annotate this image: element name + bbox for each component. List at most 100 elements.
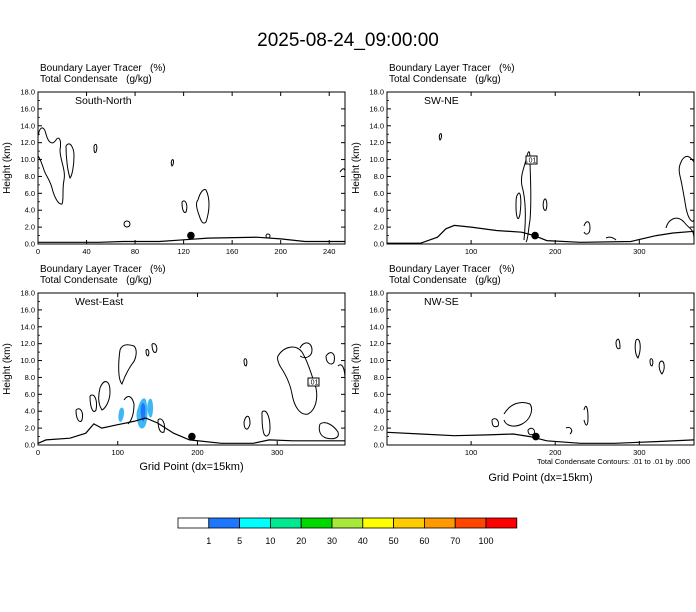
y-tick-label: 6.0 [374,189,384,198]
colorbar-label: 40 [358,536,368,546]
y-tick-label: 14.0 [20,322,35,331]
location-marker [187,231,195,240]
colorbar-label: 50 [389,536,399,546]
y-tick-label: 10.0 [20,356,35,365]
colorbar-swatch [269,517,302,529]
panel-south-north: 0.0 2.0 4.0 6.0 8.0 10.0 12.0 14.0 16.0 18.0 0 40 80… [2,88,346,256]
panel4-contours [491,338,665,436]
y-tick-label: 10.0 [369,356,384,365]
panel2-contours: .01 [438,133,694,243]
x-tick-label: 100 [465,448,478,457]
colorbar-swatch [485,517,518,529]
terrain-line [386,431,695,444]
y-tick-label: 4.0 [25,206,35,215]
colorbar-swatch [423,517,456,529]
tracer-shading [118,398,153,429]
y-axis-label: Height (km) [351,142,362,194]
location-marker [188,432,196,441]
tracer-blob [140,403,146,422]
y-tick-label: 2.0 [374,223,384,232]
x-tick-label: 100 [465,247,478,256]
colorbar-label: 100 [478,536,493,546]
contour-label: .01 [527,158,537,165]
y-tick-label: 4.0 [374,206,384,215]
y-axis-label: Height (km) [2,343,13,395]
field2-label: Total Condensate (g/kg) [389,74,501,85]
colorbar-swatch [208,517,241,529]
x-tick-label: 80 [131,247,139,256]
x-tick-label: 40 [82,247,90,256]
y-tick-label: 14.0 [20,121,35,130]
contour-label: .01 [309,380,319,387]
colorbar-label: 60 [419,536,429,546]
panel-sw-ne: 0.0 2.0 4.0 6.0 8.0 10.0 12.0 14.0 16.0 18.0 100 20… [351,88,695,256]
y-tick-label: 10.0 [20,155,35,164]
field2-label: Total Condensate (g/kg) [40,275,152,286]
panel1-contours [38,127,345,239]
panel1-field-labels: Boundary Layer Tracer (%) Total Condensat… [40,63,166,85]
y-tick-label: 12.0 [20,339,35,348]
colorbar-label: 1 [206,536,211,546]
panel-name: West-East [75,296,123,308]
x-tick-label: 300 [271,448,284,457]
field1-label: Boundary Layer Tracer (%) [389,63,515,74]
contour-footnote: Total Condensate Contours: .01 to .01 by… [536,457,690,466]
colorbar-swatch [454,517,487,529]
y-tick-label: 16.0 [20,104,35,113]
colorbar-label: 5 [237,536,242,546]
tracer-blob [147,398,153,418]
y-tick-label: 16.0 [20,305,35,314]
x-tick-label: 240 [323,247,336,256]
y-tick-label: 2.0 [25,223,35,232]
y-tick-label: 12.0 [369,339,384,348]
x-tick-label: 200 [549,247,562,256]
y-tick-label: 16.0 [369,104,384,113]
location-marker [531,231,539,240]
field2-label: Total Condensate (g/kg) [40,74,152,85]
location-marker [532,432,540,441]
x-tick-label: 120 [177,247,190,256]
y-tick-label: 8.0 [374,172,384,181]
colorbar-label: 20 [296,536,306,546]
x-tick-label: 200 [191,448,204,457]
y-tick-label: 14.0 [369,322,384,331]
y-axis-label: Height (km) [351,343,362,395]
condensate-contours: .01 .01 [38,127,694,440]
y-tick-label: 4.0 [374,407,384,416]
colorbar-label: 10 [265,536,275,546]
y-tick-label: 4.0 [25,407,35,416]
colorbar-label: 30 [327,536,337,546]
y-axis-label: Height (km) [2,142,13,194]
xlabel-right: Grid Point (dx=15km) [488,472,593,484]
page-title: 2025-08-24_09:00:00 [257,30,439,51]
y-tick-label: 8.0 [25,172,35,181]
terrain-line [37,417,345,444]
x-tick-label: 200 [274,247,287,256]
plot-frame [37,91,346,245]
terrain-line [387,224,695,244]
colorbar-swatch [239,517,271,529]
field2-label: Total Condensate (g/kg) [389,275,501,286]
colorbar-swatch [177,517,210,529]
tracer-blob [118,407,124,422]
field1-label: Boundary Layer Tracer (%) [389,264,515,275]
y-tick-label: 16.0 [369,305,384,314]
y-tick-label: 0.0 [374,441,384,450]
panel-name: NW-SE [424,296,459,308]
y-tick-label: 0.0 [25,441,35,450]
colorbar-swatch [331,517,364,529]
x-tick-label: 0 [36,247,40,256]
y-tick-label: 0.0 [25,240,35,249]
y-tick-label: 6.0 [374,390,384,399]
panel-name: South-North [75,95,132,107]
x-tick-label: 200 [549,448,562,457]
colorbar-swatch [362,517,394,529]
colorbar-label: 70 [450,536,460,546]
y-tick-label: 10.0 [369,155,384,164]
x-tick-label: 0 [36,448,40,457]
y-tick-label: 18.0 [369,88,384,97]
colorbar: 1 5 10 20 30 40 50 60 70 100 [177,517,518,546]
y-tick-label: 18.0 [20,88,35,97]
x-tick-label: 160 [226,247,239,256]
